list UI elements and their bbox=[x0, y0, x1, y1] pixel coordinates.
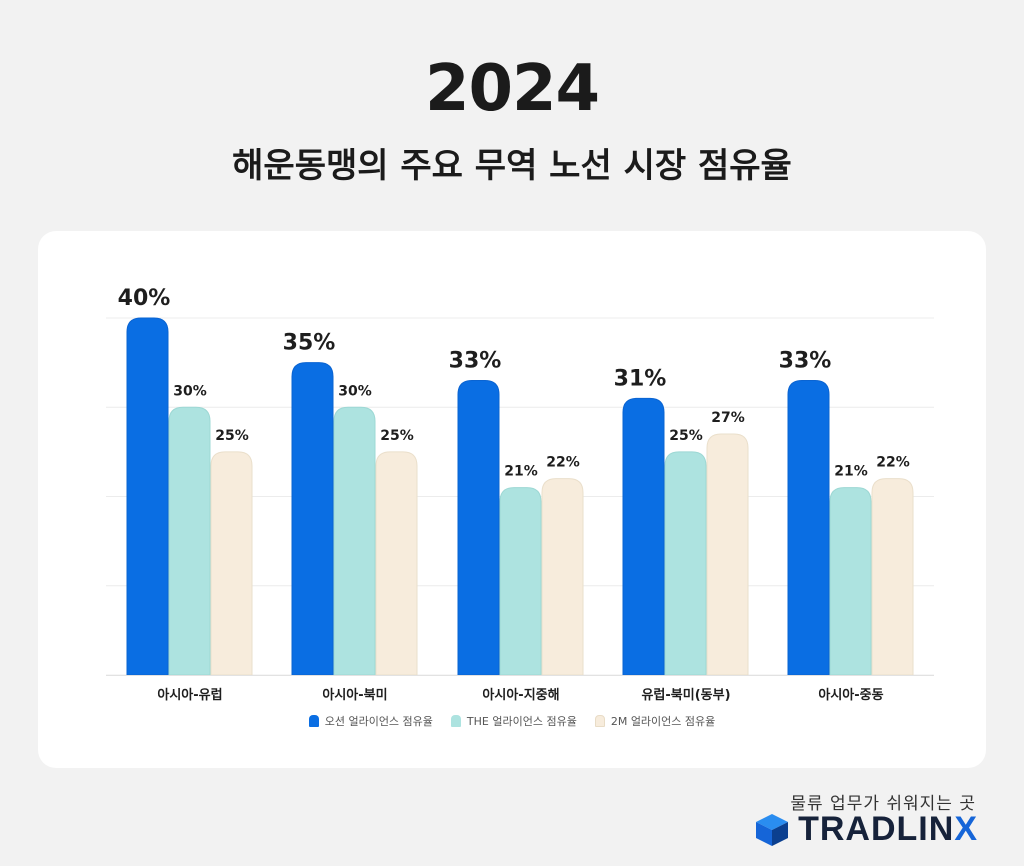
legend-item-2m: 2M 얼라이언스 점유율 bbox=[594, 713, 716, 729]
bar-the bbox=[333, 406, 376, 676]
chart-card: 40% 30% 25% 아시아-유럽 35% 30% 25% 아시아-북미 33% 21% 22% 아… bbox=[38, 231, 986, 768]
legend-label-ocean: 오션 얼라이언스 점유율 bbox=[324, 715, 433, 728]
data-label: 35% bbox=[283, 331, 336, 356]
category-label: 아시아-유럽 bbox=[157, 687, 222, 703]
bar-2m bbox=[541, 478, 584, 676]
brand-name-main: TRADLIN bbox=[798, 810, 955, 848]
data-label: 25% bbox=[669, 428, 703, 444]
brand-logo: TRADLINX bbox=[754, 810, 978, 849]
category-label: 유럽-북미(동부) bbox=[641, 687, 730, 703]
bar-2m bbox=[706, 433, 749, 676]
bar-ocean bbox=[126, 317, 169, 676]
data-label: 31% bbox=[614, 366, 667, 391]
bar-ocean bbox=[622, 397, 665, 676]
bar-ocean bbox=[457, 379, 500, 676]
bar-the bbox=[829, 487, 872, 676]
data-label: 33% bbox=[779, 348, 832, 373]
bar-chart: 40% 30% 25% 아시아-유럽 35% 30% 25% 아시아-북미 33% 21% 22% 아… bbox=[106, 286, 934, 703]
bar-the bbox=[664, 451, 707, 676]
legend-item-the: THE 얼라이언스 점유율 bbox=[450, 713, 577, 729]
data-label: 21% bbox=[504, 464, 538, 480]
chart-year: 2024 bbox=[424, 52, 600, 126]
data-label: 25% bbox=[380, 428, 414, 444]
category-label: 아시아-지중해 bbox=[482, 687, 559, 703]
legend-label-2m: 2M 얼라이언스 점유율 bbox=[610, 715, 716, 728]
data-label: 33% bbox=[449, 348, 502, 373]
data-label: 27% bbox=[711, 410, 745, 426]
category-label: 아시아-중동 bbox=[818, 687, 883, 703]
bar-the bbox=[499, 487, 542, 676]
data-label: 30% bbox=[173, 383, 207, 399]
legend-swatch-2m bbox=[594, 715, 605, 727]
legend-label-the: THE 얼라이언스 점유율 bbox=[466, 715, 577, 728]
data-label: 22% bbox=[546, 455, 580, 471]
bar-the bbox=[168, 406, 211, 676]
data-label: 30% bbox=[338, 383, 372, 399]
legend-swatch-ocean bbox=[308, 715, 319, 727]
legend-swatch-the bbox=[450, 715, 461, 727]
bar-ocean bbox=[787, 379, 830, 676]
brand-name-x: X bbox=[954, 810, 978, 848]
chart-title: 해운동맹의 주요 무역 노선 시장 점유율 bbox=[232, 146, 792, 186]
data-label: 22% bbox=[876, 455, 910, 471]
data-label: 21% bbox=[834, 464, 868, 480]
bar-2m bbox=[375, 451, 418, 676]
bar-2m bbox=[210, 451, 253, 676]
brand-name: TRADLINX bbox=[798, 810, 978, 849]
category-label: 아시아-북미 bbox=[322, 687, 387, 703]
data-label: 25% bbox=[215, 428, 249, 444]
footer-tagline: 물류 업무가 쉬워지는 곳 bbox=[790, 794, 976, 814]
cube-logo-icon bbox=[756, 813, 789, 846]
legend-item-ocean: 오션 얼라이언스 점유율 bbox=[308, 713, 433, 729]
data-label: 40% bbox=[118, 286, 171, 311]
bar-ocean bbox=[291, 362, 334, 676]
bar-2m bbox=[871, 478, 914, 676]
chart-legend: 오션 얼라이언스 점유율 THE 얼라이언스 점유율 2M 얼라이언스 점유율 bbox=[38, 713, 986, 729]
